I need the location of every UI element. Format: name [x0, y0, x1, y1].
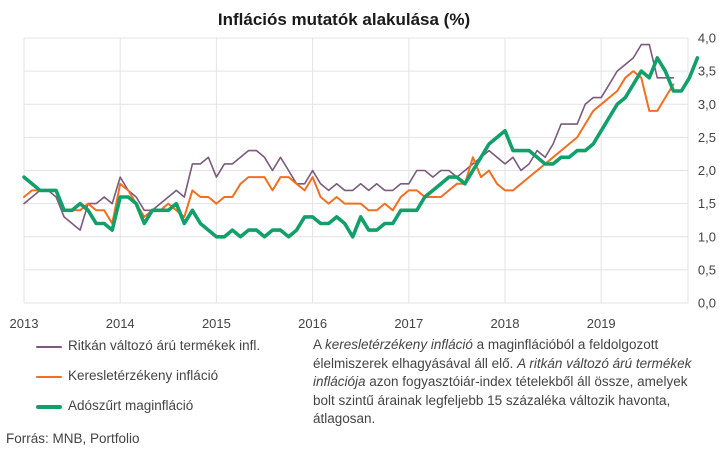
series-line-1 — [23, 43, 675, 231]
legend-swatch — [36, 346, 62, 348]
legend-item-3: Adószűrt maginfláció — [36, 398, 306, 428]
y-tick-label: 3,0 — [698, 97, 716, 112]
legend-label: Ritkán változó árú termékek infl. — [68, 338, 261, 353]
x-tick-label: 2018 — [491, 316, 520, 331]
x-axis: 2013 2014 2015 2016 2017 2018 2019 — [10, 316, 616, 331]
x-tick-label: 2013 — [10, 316, 39, 331]
legend-item-1: Ritkán változó árú termékek infl. — [36, 338, 306, 368]
x-tick-label: 2016 — [298, 316, 327, 331]
series-line-2 — [23, 70, 675, 225]
y-tick-label: 0,5 — [698, 262, 716, 277]
x-tick-label: 2019 — [587, 316, 616, 331]
x-tick-label: 2015 — [202, 316, 231, 331]
note-term-1: keresletérzékeny infláció — [325, 337, 473, 352]
note-term-2: A ritkán változó árú termékek inflációja — [313, 355, 692, 390]
x-tick-label: 2014 — [106, 316, 135, 331]
series-group — [22, 43, 700, 239]
y-tick-label: 1,0 — [698, 229, 716, 244]
chart-grid — [23, 37, 689, 304]
y-tick-label: 2,5 — [698, 130, 716, 145]
note-text-1: A — [313, 337, 326, 352]
series-line-3 — [22, 56, 700, 239]
y-tick-label: 2,0 — [698, 163, 716, 178]
y-tick-label: 4,0 — [698, 31, 716, 46]
legend-swatch — [36, 376, 62, 378]
legend-swatch — [36, 405, 62, 409]
legend-item-2: Keresletérzékeny infláció — [36, 368, 306, 398]
x-tick-label: 2017 — [394, 316, 423, 331]
chart-title: Inflációs mutatók alakulása (%) — [218, 10, 470, 29]
y-tick-label: 1,5 — [698, 196, 716, 211]
y-axis: 0,0 0,5 1,0 1,5 2,0 2,5 3,0 3,5 4,0 — [698, 31, 716, 311]
legend-label: Adószűrt maginfláció — [68, 398, 194, 413]
y-tick-label: 3,5 — [698, 64, 716, 79]
y-tick-label: 0,0 — [698, 296, 716, 311]
legend: Ritkán változó árú termékek infl. Keresle… — [36, 338, 306, 428]
legend-label: Keresletérzékeny infláció — [68, 368, 219, 383]
source-text: Forrás: MNB, Portfolio — [6, 431, 140, 446]
chart-note: A keresletérzékeny infláció a maginfláci… — [313, 336, 708, 429]
note-text-2: a maginflációból a feldolgozott élelmisz… — [313, 337, 659, 371]
note-text-3: azon fogyasztóiár-index tételekből áll ö… — [313, 374, 688, 426]
